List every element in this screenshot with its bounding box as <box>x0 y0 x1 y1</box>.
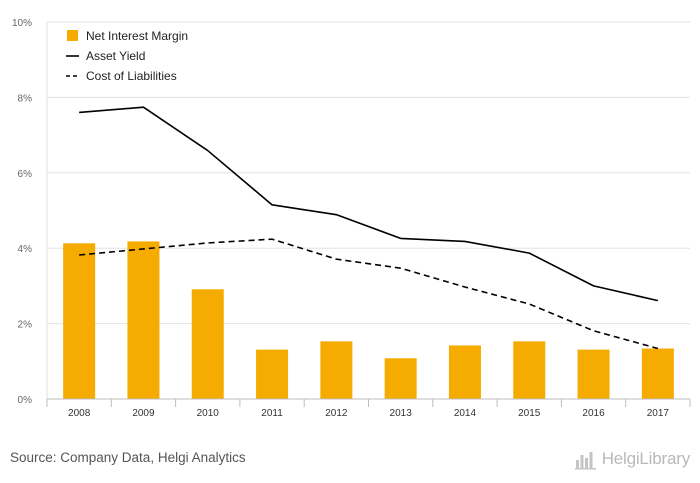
y-tick-label: 4% <box>18 244 33 255</box>
helgi-library-logo: HelgiLibrary <box>574 446 691 472</box>
x-tick-label: 2008 <box>68 408 91 419</box>
bar <box>641 348 674 399</box>
bar-series <box>63 241 674 399</box>
logo-text: HelgiLibrary <box>601 449 691 468</box>
x-tick-label: 2011 <box>261 408 283 419</box>
bar <box>384 358 417 399</box>
x-tick-label: 2015 <box>518 408 541 419</box>
legend-swatch <box>67 30 78 41</box>
x-tick-label: 2012 <box>325 408 348 419</box>
x-tick-label: 2010 <box>197 408 220 419</box>
y-tick-label: 0% <box>18 395 33 406</box>
bar <box>256 349 289 399</box>
y-tick-label: 8% <box>18 93 33 104</box>
line-series <box>79 106 659 350</box>
y-tick-label: 6% <box>18 169 33 180</box>
bar <box>191 289 224 399</box>
bar <box>320 341 353 399</box>
x-tick-label: 2013 <box>390 408 413 419</box>
bar <box>513 341 546 399</box>
legend-label: Net Interest Margin <box>86 29 188 43</box>
series-line <box>79 238 659 350</box>
bar-chart-icon <box>574 452 596 470</box>
x-tick-label: 2016 <box>582 408 605 419</box>
chart: 0%2%4%6%8%10% 2008 2009 2010 2011 2012 2013 20… <box>12 18 691 419</box>
legend-label: Asset Yield <box>86 49 145 63</box>
source-note: Source: Company Data, Helgi Analytics <box>10 450 246 465</box>
x-tick-label: 2017 <box>647 408 670 419</box>
x-tick-label: 2009 <box>132 408 155 419</box>
y-tick-label: 2% <box>18 320 33 331</box>
x-axis: 2008 2009 2010 2011 2012 2013 2014 2015 2016 2017 <box>46 398 691 419</box>
legend-label: Cost of Liabilities <box>86 69 177 83</box>
x-tick-label: 2014 <box>454 408 477 419</box>
series-line <box>79 106 659 302</box>
legend: Net Interest Margin Asset Yield Cost of Li… <box>66 29 188 83</box>
y-axis-ticks: 0% 2% 4% 6% 8% 10% <box>12 18 32 406</box>
bar <box>63 243 96 399</box>
y-tick-label: 10% <box>12 18 32 29</box>
bar <box>448 345 481 399</box>
bar <box>127 241 160 399</box>
bar <box>577 349 610 399</box>
